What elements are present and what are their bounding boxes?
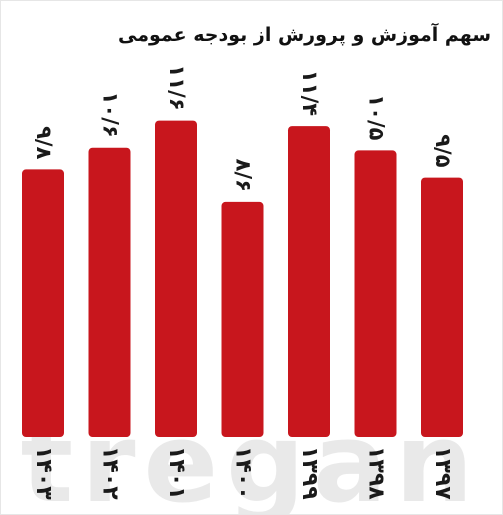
category-label-2: ۱۳۹۸: [364, 446, 389, 500]
category-label-3: ۱۳۹۹: [297, 446, 322, 500]
chart-title: سهم آموزش و پرورش از بودجه عمومی: [118, 22, 491, 46]
category-label-6: ۱۴۰۲: [98, 446, 123, 500]
bar-7: [22, 169, 64, 437]
value-label-5: ۱۱/۶: [165, 65, 189, 111]
category-label-1: ۱۳۹۷: [430, 446, 455, 500]
category-labels-group: ۱۳۹۷ ۱۳۹۸ ۱۳۹۹ ۱۴۰۰ ۱۴۰۱ ۱۴۰۲ ۱۴۰۳: [31, 446, 455, 500]
bar-5: [155, 120, 197, 437]
value-label-1: ۹/۵: [431, 134, 455, 167]
value-label-4: ۸/۶: [232, 159, 256, 192]
value-label-2: ۱۰/۵: [365, 94, 389, 140]
bars-group: [22, 120, 463, 437]
value-label-3: ۱۱/۴: [298, 70, 322, 116]
bar-1: [421, 177, 463, 437]
value-label-6: ۱۰/۶: [99, 92, 123, 138]
category-label-7: ۱۴۰۳: [31, 446, 56, 500]
category-label-4: ۱۴۰۰: [231, 446, 256, 500]
bar-6: [88, 147, 131, 437]
bar-2: [354, 150, 397, 437]
value-label-7: ۹/۸: [32, 126, 56, 159]
category-label-5: ۱۴۰۱: [164, 446, 189, 500]
bar-4: [221, 201, 264, 437]
bar-3: [288, 126, 330, 437]
value-labels-group: ۹/۵ ۱۰/۵ ۱۱/۴ ۸/۶ ۱۱/۶ ۱۰/۶ ۹/۸: [32, 65, 455, 192]
